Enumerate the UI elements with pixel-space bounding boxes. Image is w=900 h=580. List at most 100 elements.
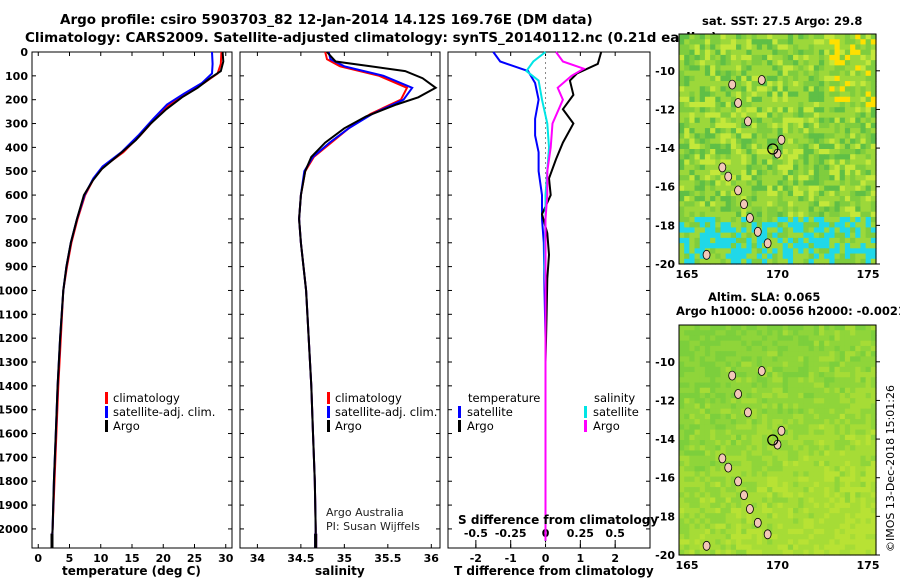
map-cell bbox=[777, 413, 784, 420]
map-cell bbox=[761, 340, 768, 347]
map-cell bbox=[860, 112, 867, 119]
map-cell bbox=[860, 107, 867, 114]
map-cell bbox=[704, 216, 711, 223]
map-cell bbox=[855, 248, 862, 255]
map-cell bbox=[756, 382, 763, 389]
map-cell bbox=[777, 122, 784, 129]
map-cell bbox=[772, 206, 779, 213]
map-cell bbox=[793, 65, 799, 72]
map-cell bbox=[761, 507, 768, 514]
map-cell bbox=[772, 253, 779, 260]
map-cell bbox=[813, 471, 820, 478]
map-cell bbox=[699, 424, 706, 431]
map-cell bbox=[870, 180, 877, 187]
map-cell bbox=[860, 60, 867, 66]
map-cell bbox=[767, 434, 773, 441]
map-cell bbox=[824, 450, 830, 457]
map-cell bbox=[679, 96, 685, 103]
map-cell bbox=[782, 534, 789, 540]
map-cell bbox=[870, 169, 877, 176]
map-cell bbox=[777, 101, 784, 108]
map-cell bbox=[813, 128, 820, 134]
map-cell bbox=[694, 434, 701, 441]
map-cell bbox=[751, 243, 758, 249]
map-cell bbox=[751, 372, 758, 378]
map-cell bbox=[850, 138, 856, 145]
map-cell bbox=[777, 445, 784, 452]
map-cell bbox=[850, 222, 856, 229]
map-cell bbox=[684, 149, 690, 155]
map-cell bbox=[761, 382, 768, 389]
map-cell bbox=[855, 60, 862, 66]
map-cell bbox=[824, 408, 830, 415]
map-cell bbox=[741, 91, 747, 98]
map-cell bbox=[870, 507, 877, 514]
map-cell bbox=[798, 206, 805, 213]
map-cell bbox=[860, 96, 867, 103]
map-cell bbox=[715, 253, 722, 260]
map-cell bbox=[736, 340, 742, 347]
map-cell bbox=[761, 122, 768, 129]
map-cell bbox=[860, 180, 867, 187]
map-cell bbox=[850, 398, 856, 405]
map-cell bbox=[829, 138, 836, 145]
map-cell bbox=[813, 528, 820, 535]
map-cell bbox=[751, 497, 758, 504]
map-cell bbox=[787, 523, 794, 530]
map-cell bbox=[699, 117, 706, 124]
map-cell bbox=[741, 539, 747, 546]
map-cell bbox=[813, 39, 820, 46]
map-cell bbox=[741, 185, 747, 192]
map-cell bbox=[798, 528, 805, 535]
map-cell bbox=[834, 528, 841, 535]
map-cell bbox=[870, 211, 877, 218]
map-cell bbox=[761, 70, 768, 77]
map-cell bbox=[741, 159, 747, 166]
map-cell bbox=[818, 175, 825, 181]
map-cell bbox=[689, 196, 696, 202]
map-cell bbox=[767, 70, 773, 77]
map-cell bbox=[746, 424, 753, 431]
map-cell bbox=[772, 534, 779, 540]
map-cell bbox=[855, 211, 862, 218]
map-cell bbox=[787, 382, 794, 389]
map-cell bbox=[850, 201, 856, 208]
island bbox=[728, 370, 737, 381]
map-cell bbox=[803, 476, 810, 483]
map-cell bbox=[813, 112, 820, 119]
map-cell bbox=[803, 408, 810, 415]
map-cell bbox=[860, 70, 867, 77]
y-tick-label: 700 bbox=[5, 213, 28, 226]
map-cell bbox=[694, 128, 701, 134]
map-cell bbox=[870, 455, 877, 462]
map-cell bbox=[870, 539, 877, 546]
map-cell bbox=[767, 39, 773, 46]
map-cell bbox=[865, 138, 872, 145]
map-cell bbox=[839, 164, 846, 171]
map-cell bbox=[694, 492, 701, 499]
map-cell bbox=[699, 49, 706, 56]
map-cell bbox=[704, 534, 711, 540]
map-cell bbox=[741, 507, 747, 514]
map-cell bbox=[844, 345, 851, 352]
map-cell bbox=[813, 154, 820, 161]
map-cell bbox=[855, 65, 862, 72]
map-cell bbox=[720, 325, 727, 331]
map-cell bbox=[730, 164, 737, 171]
map-cell bbox=[704, 487, 711, 493]
map-cell bbox=[699, 232, 706, 239]
map-cell bbox=[787, 455, 794, 462]
map-cell bbox=[850, 549, 856, 556]
map-cell bbox=[756, 445, 763, 452]
map-cell bbox=[829, 507, 836, 514]
map-cell bbox=[694, 476, 701, 483]
map-cell bbox=[865, 70, 872, 77]
map-cell bbox=[808, 60, 815, 66]
map-cell bbox=[798, 523, 805, 530]
map-cell bbox=[870, 159, 877, 166]
map-cell bbox=[818, 232, 825, 239]
map-cell bbox=[798, 196, 805, 202]
map-cell bbox=[710, 377, 716, 384]
map-cell bbox=[715, 180, 722, 187]
